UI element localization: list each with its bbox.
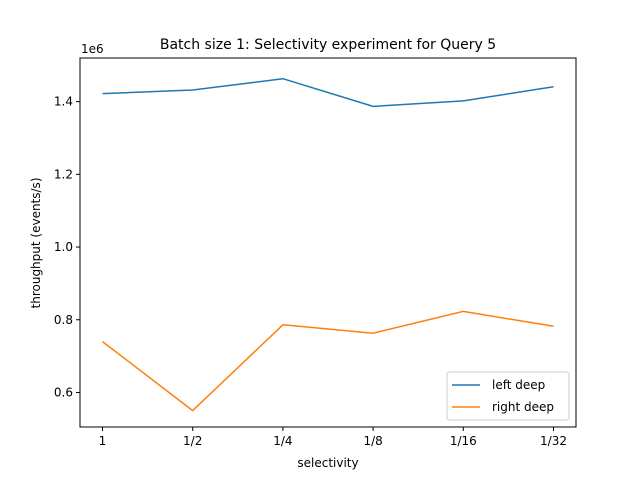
x-tick-label: 1: [99, 434, 107, 448]
y-tick-label: 0.6: [54, 385, 73, 399]
legend-label: right deep: [492, 400, 554, 414]
x-tick-label: 1/32: [540, 434, 567, 448]
plot-frame: [79, 57, 577, 428]
legend-label: left deep: [492, 378, 545, 392]
x-tick-label: 1/2: [183, 434, 202, 448]
tick-layer: 1 1/2 1/4 1/8 1/16 1/32 0.6 0.8 1.0 1.2 1.4: [54, 95, 567, 448]
y-tick-label: 1.2: [54, 167, 73, 181]
legend-box: [446, 371, 570, 421]
series-layer: [102, 77, 554, 412]
y-axis-label: throughput (events/s): [29, 178, 43, 309]
y-tick-label: 0.8: [54, 313, 73, 327]
y-tick-label: 1.4: [54, 95, 73, 109]
legend: left deep right deep: [446, 371, 570, 421]
x-tick-label: 1/4: [273, 434, 292, 448]
x-tick-label: 1/16: [450, 434, 477, 448]
series-line-right-deep: [102, 310, 554, 412]
chart-title: Batch size 1: Selectivity experiment for…: [160, 37, 496, 53]
y-tick-label: 1.0: [54, 240, 73, 254]
series-line-left-deep: [102, 77, 554, 108]
x-axis-label: selectivity: [297, 456, 358, 470]
x-tick-label: 1/8: [363, 434, 382, 448]
y-axis-offset-label: 1e6: [81, 42, 104, 56]
